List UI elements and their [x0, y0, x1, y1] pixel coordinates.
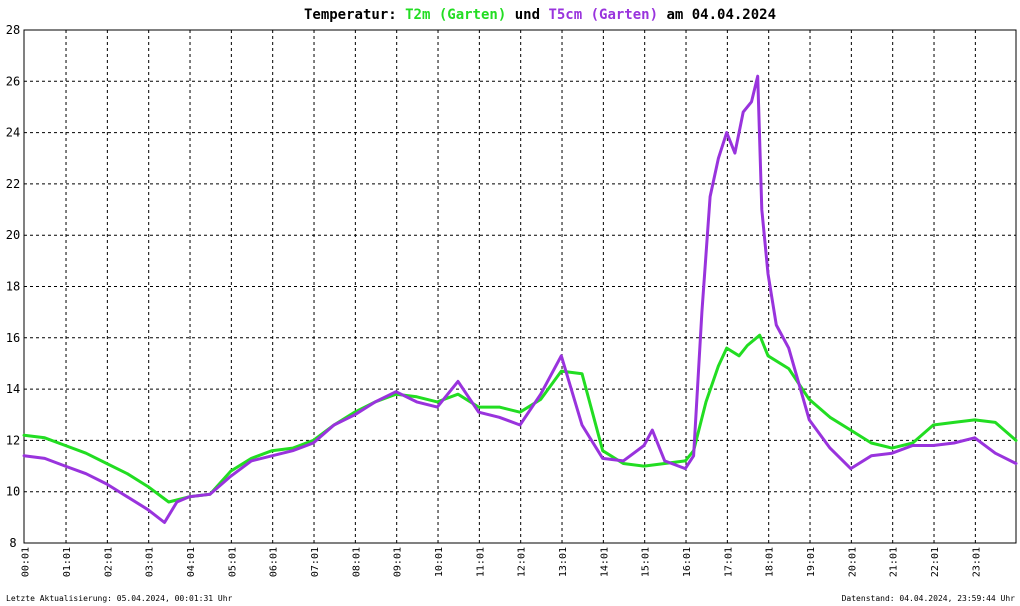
x-tick-label: 05:01: [227, 547, 238, 577]
x-tick-label: 16:01: [682, 547, 693, 577]
title-suffix: am 04.04.2024: [658, 7, 776, 23]
x-tick-label: 20:01: [847, 547, 858, 577]
x-tick-label: 18:01: [765, 547, 776, 577]
y-tick-label: 24: [6, 126, 20, 140]
x-tick-label: 00:01: [21, 547, 32, 577]
x-tick-label: 13:01: [558, 547, 569, 577]
x-tick-label: 21:01: [889, 547, 900, 577]
series-layer: [22, 74, 1018, 524]
x-tick-label: 04:01: [186, 547, 197, 577]
x-tick-label: 09:01: [393, 547, 404, 577]
y-tick-label: 22: [6, 177, 20, 191]
title-series-t2m: T2m (Garten): [405, 7, 506, 23]
x-tick-label: 15:01: [641, 547, 652, 577]
series-line-t5cm: [22, 74, 1018, 524]
x-tick-label: 01:01: [62, 547, 73, 577]
x-tick-label: 19:01: [806, 547, 817, 577]
plot-frame: [23, 29, 1017, 544]
axes: 8 10 12 14 16 18 20 22 24 26 28 00:01 01:01 02:01 03:0…: [6, 23, 1017, 577]
footer-data-status: Datenstand: 04.04.2024, 23:59:44 Uhr: [842, 594, 1016, 603]
y-tick-label: 28: [6, 23, 20, 37]
x-tick-label: 11:01: [475, 547, 486, 577]
x-tick-label: 02:01: [103, 547, 114, 577]
x-tick-label: 03:01: [145, 547, 156, 577]
y-tick-label: 20: [6, 228, 20, 242]
chart-title: Temperatur: T2m (Garten) und T5cm (Garte…: [304, 7, 776, 23]
x-tick-label: 22:01: [930, 547, 941, 577]
x-tick-label: 06:01: [269, 547, 280, 577]
y-tick-label: 8: [9, 536, 16, 550]
x-tick-label: 10:01: [434, 547, 445, 577]
footer-last-update: Letzte Aktualisierung: 05.04.2024, 00:01…: [6, 594, 233, 603]
x-tick-label: 08:01: [351, 547, 362, 577]
title-prefix: Temperatur:: [304, 7, 405, 23]
y-tick-label: 26: [6, 74, 20, 88]
x-tick-label: 07:01: [310, 547, 321, 577]
x-tick-label: 17:01: [723, 547, 734, 577]
title-series-t5cm: T5cm (Garten): [548, 7, 658, 23]
grid: [24, 30, 1016, 543]
x-tick-label: 12:01: [517, 547, 528, 577]
title-mid: und: [506, 7, 548, 23]
x-tick-label: 23:01: [971, 547, 982, 577]
y-tick-label: 16: [6, 331, 20, 345]
series-line-t2m: [22, 333, 1018, 504]
y-tick-label: 18: [6, 280, 20, 294]
x-tick-label: 14:01: [599, 547, 610, 577]
y-tick-label: 14: [6, 382, 20, 396]
y-tick-label: 12: [6, 433, 20, 447]
y-tick-label: 10: [6, 485, 20, 499]
